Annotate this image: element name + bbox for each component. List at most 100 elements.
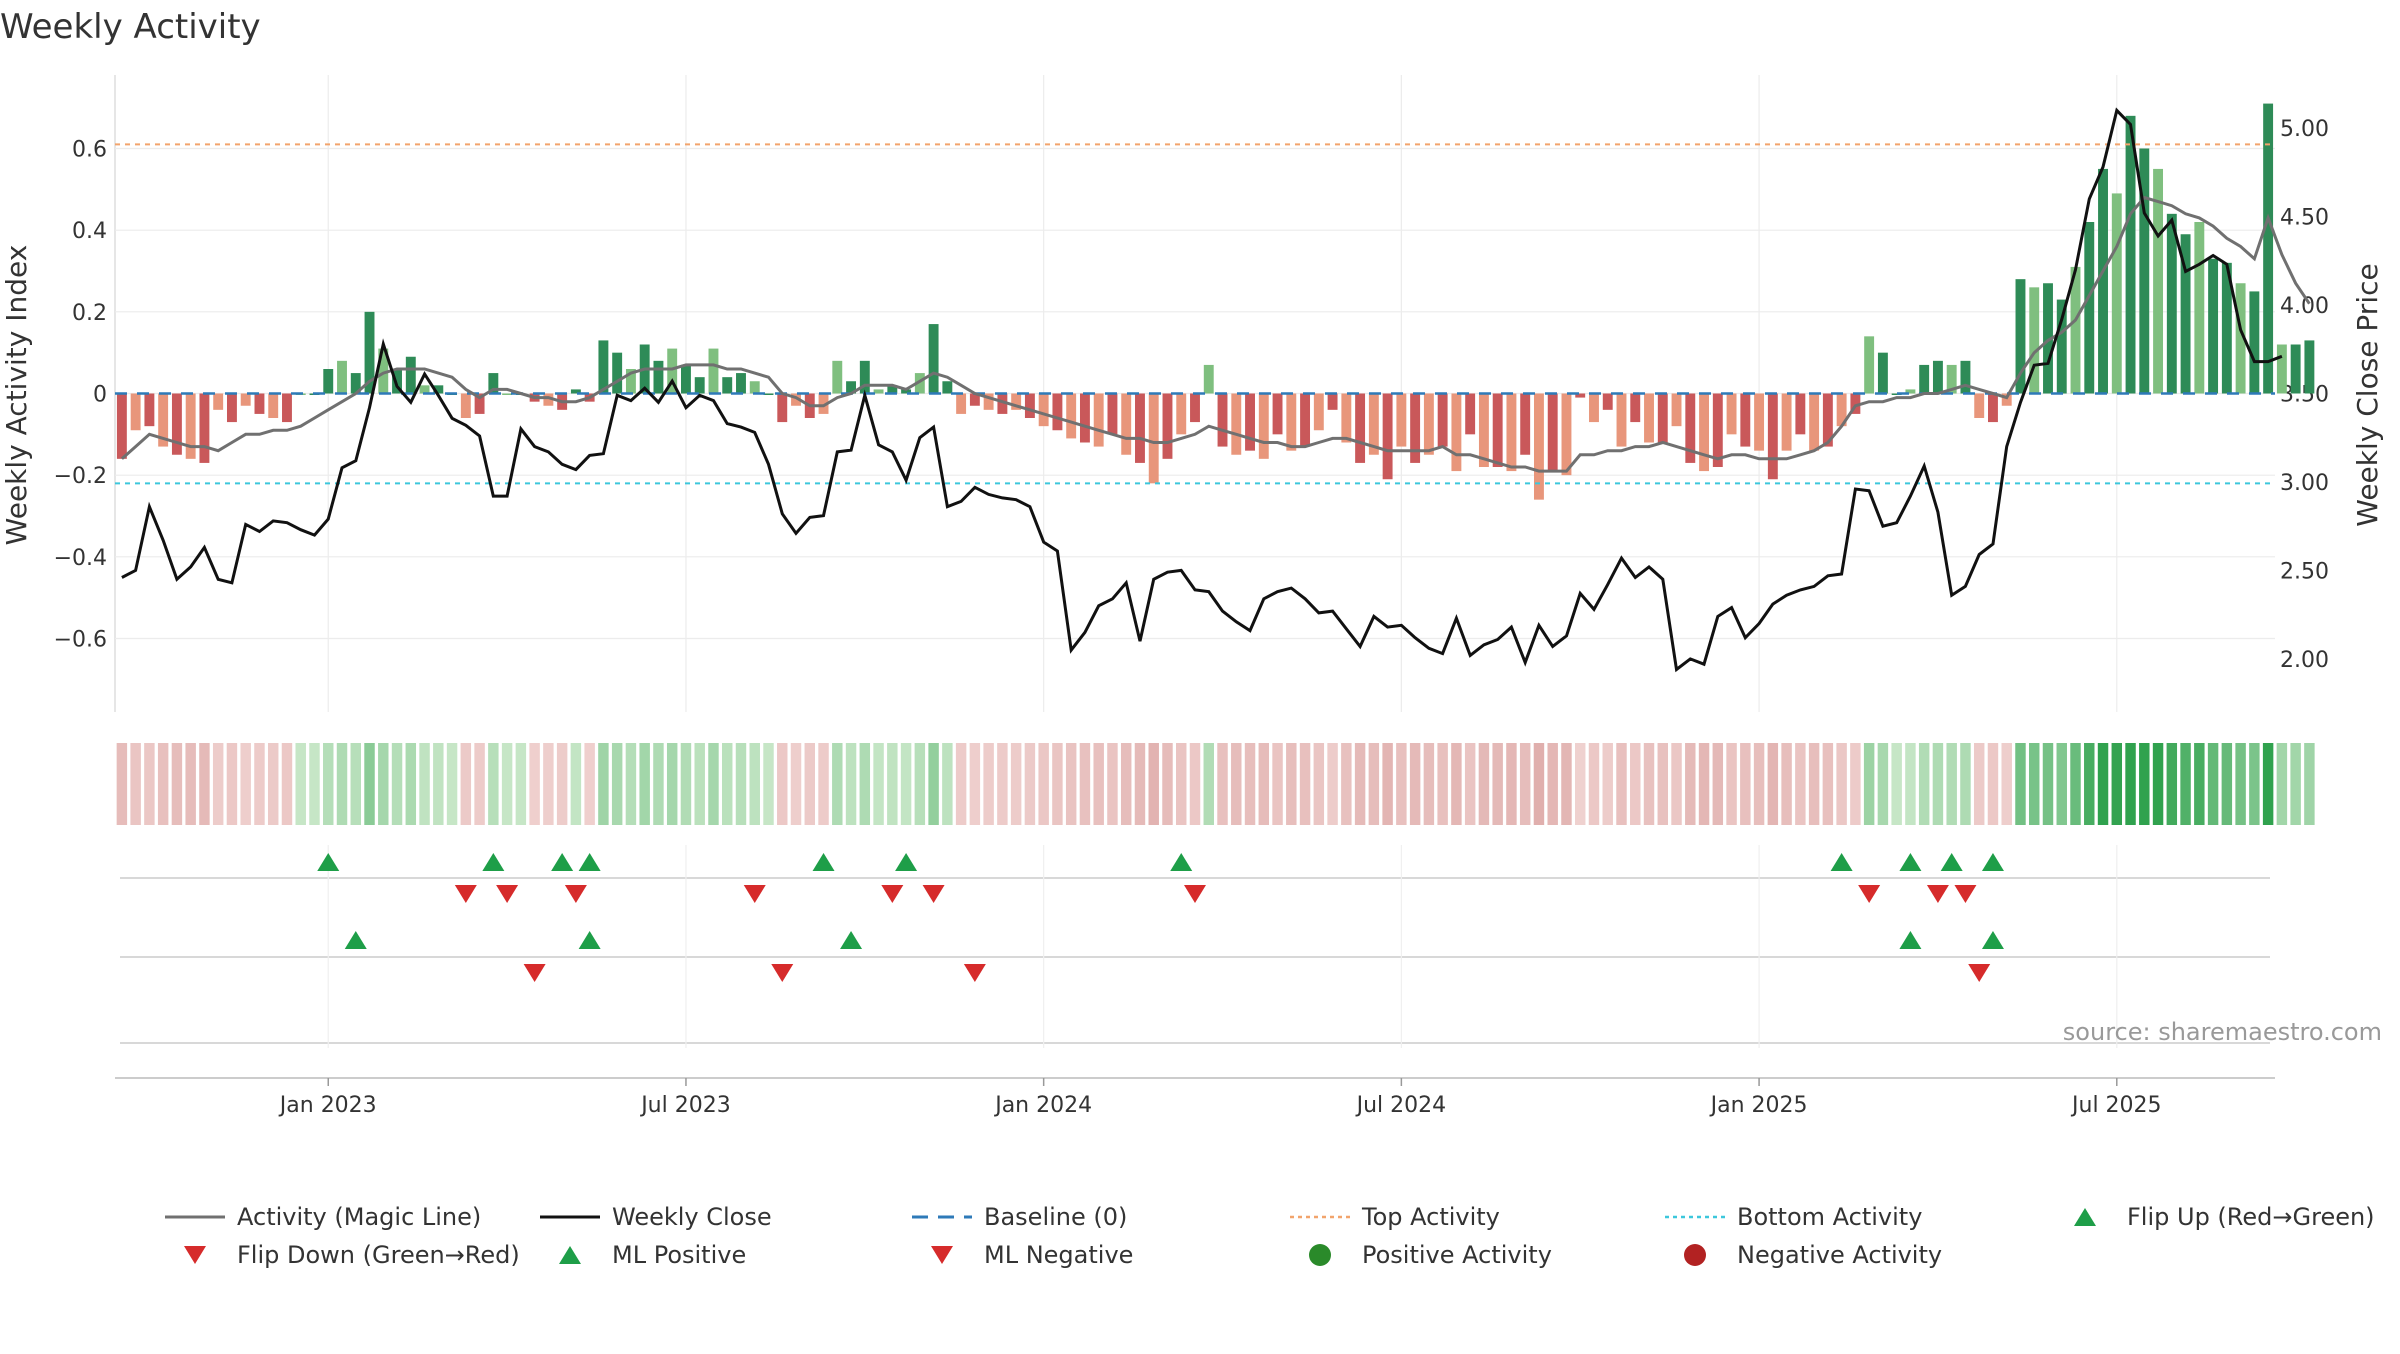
heat-strip-cell — [955, 743, 967, 825]
heat-strip-cell — [199, 743, 210, 825]
right-tick-label: 5.00 — [2280, 117, 2329, 142]
heat-strip-cell — [501, 743, 513, 825]
activity-bar — [1946, 364, 1957, 394]
heat-strip-cell — [1643, 743, 1655, 825]
heat-strip-cell — [1396, 743, 1407, 825]
activity-bar — [1107, 393, 1118, 435]
activity-bar — [1644, 393, 1654, 443]
activity-bar — [2153, 168, 2164, 394]
magic-line — [120, 195, 2311, 473]
ml-positive-marker — [578, 931, 601, 949]
activity-bar — [859, 360, 870, 394]
x-tick-label: Jan 2023 — [278, 1093, 377, 1118]
heat-strip-cell — [460, 743, 472, 825]
heat-strip-cell — [1946, 743, 1957, 825]
activity-bar — [1176, 393, 1187, 435]
right-tick-label: 4.50 — [2280, 206, 2329, 231]
activity-bar — [502, 393, 513, 395]
activity-bar — [653, 360, 664, 394]
activity-bar — [2111, 193, 2122, 394]
heat-strip-cell — [1726, 743, 1737, 825]
activity-bar — [158, 393, 169, 447]
heat-strip-cell — [1533, 743, 1545, 825]
heat-strip-cell — [433, 743, 444, 825]
legend-label: Bottom Activity — [1737, 1203, 1922, 1231]
heat-strip-cell — [1093, 743, 1104, 825]
left-tick-label: 0 — [93, 383, 107, 408]
heat-strip-cell — [722, 743, 733, 825]
flip-up-marker — [1830, 853, 1853, 871]
activity-bar — [1465, 393, 1476, 435]
activity-bar — [570, 389, 581, 394]
heat-strip-cell — [130, 743, 141, 825]
activity-bar — [1671, 393, 1682, 427]
heat-strip-cell — [2111, 743, 2123, 825]
heat-strip-cell — [1877, 743, 1889, 825]
activity-bar — [1974, 393, 1985, 418]
activity-bar — [2070, 266, 2081, 394]
heat-strip-cell — [2029, 743, 2040, 825]
heat-strip-cell — [2290, 743, 2301, 825]
flip-up-marker — [317, 853, 340, 871]
heat-strip-cell — [2015, 743, 2026, 825]
activity-bar — [1822, 393, 1833, 447]
legend-label: Negative Activity — [1737, 1241, 1942, 1269]
activity-bar — [460, 393, 471, 418]
activity-bar — [956, 393, 967, 414]
heat-strip-cell — [144, 743, 155, 825]
activity-bar — [2056, 299, 2067, 394]
activity-bar — [1066, 393, 1077, 439]
activity-bar — [942, 381, 953, 394]
x-tick-label: Jul 2024 — [1355, 1093, 1447, 1118]
heat-strip-cell — [2097, 743, 2109, 825]
heat-strip-cell — [1010, 743, 1022, 825]
heat-strip-cell — [777, 743, 788, 825]
ml-negative-marker — [523, 964, 546, 982]
activity-bar — [928, 324, 939, 394]
heat-strip-cell — [832, 743, 843, 825]
legend-label: ML Positive — [612, 1241, 746, 1269]
heat-strip-cell — [1918, 743, 1930, 825]
activity-bar — [983, 393, 994, 410]
heat-strip-cell — [185, 743, 196, 825]
activity-bar — [1891, 393, 1902, 395]
heat-strip-cell — [1120, 743, 1132, 825]
heat-strip-cell — [708, 743, 719, 825]
heat-strip-cell — [474, 743, 485, 825]
heat-strip-cell — [1753, 743, 1765, 825]
heat-strip-cell — [928, 743, 939, 825]
activity-bar — [1382, 393, 1393, 480]
activity-bar — [777, 393, 788, 423]
activity-bar — [1520, 393, 1531, 455]
heat-strip-cell — [446, 743, 458, 825]
heat-strip-cell — [1506, 743, 1517, 825]
heat-strip-cell — [598, 743, 609, 825]
heat-strip-cell — [2235, 743, 2246, 825]
activity-bar — [378, 348, 389, 394]
heat-strip-cell — [1712, 743, 1724, 825]
activity-bar — [722, 377, 733, 394]
heat-strip-cell — [804, 743, 816, 825]
heat-strip-cell — [1616, 743, 1627, 825]
activity-bar — [543, 393, 554, 406]
activity-bar — [1506, 393, 1517, 472]
heat-strip-cell — [749, 743, 760, 825]
legend-label: ML Negative — [984, 1241, 1133, 1269]
heat-strip-cell — [1905, 743, 1916, 825]
heat-strip-cell — [1189, 743, 1201, 825]
heat-strip-cell — [254, 743, 265, 825]
heat-strip-cell — [1960, 743, 1971, 825]
activity-bar — [2235, 283, 2246, 394]
activity-bar — [1561, 393, 1572, 476]
activity-bar — [1245, 393, 1255, 451]
activity-bar — [1038, 393, 1049, 427]
activity-bar — [2015, 279, 2026, 394]
flip-up-marker — [551, 853, 574, 871]
ml-negative-marker — [771, 964, 794, 982]
heat-strip-cell — [1313, 743, 1325, 825]
activity-bar — [1024, 393, 1035, 418]
heat-strip-cell — [2249, 743, 2260, 825]
heat-strip-cell — [405, 743, 417, 825]
heat-strip-cell — [267, 743, 279, 825]
activity-bar — [1286, 393, 1297, 451]
